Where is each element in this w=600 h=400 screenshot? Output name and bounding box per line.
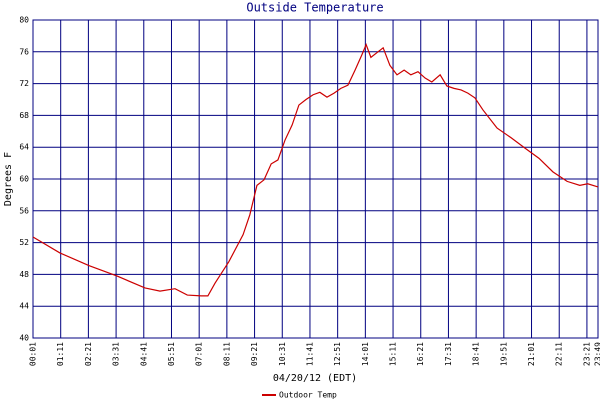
x-tick-label: 23:21 xyxy=(582,342,591,366)
data-line xyxy=(32,43,599,297)
x-tick-label: 05:51 xyxy=(167,342,176,366)
x-tick-label: 09:21 xyxy=(250,342,259,366)
x-tick-label: 18:41 xyxy=(472,342,481,366)
x-tick-label: 07:01 xyxy=(195,342,204,366)
x-tick-label: 14:01 xyxy=(361,342,370,366)
plot-frame xyxy=(32,19,599,339)
x-tick-label: 16:21 xyxy=(416,342,425,366)
x-tick-label: 03:31 xyxy=(112,342,121,366)
x-tick-label: 08:11 xyxy=(222,342,231,366)
y-tick-label: 64 xyxy=(19,143,29,152)
x-tick-label: 10:31 xyxy=(278,342,287,366)
x-tick-label: 19:51 xyxy=(499,342,508,366)
x-axis-label: 04/20/12 (EDT) xyxy=(273,373,357,384)
x-tick-label: 15:11 xyxy=(389,342,398,366)
y-tick-label: 52 xyxy=(19,238,29,247)
y-tick-label: 40 xyxy=(19,334,29,343)
x-tick-label: 21:01 xyxy=(527,342,536,366)
y-tick-label: 56 xyxy=(19,206,29,215)
x-tick-label: 01:11 xyxy=(56,342,65,366)
x-tick-label: 00:01 xyxy=(29,342,38,366)
x-tick-label: 23:49 xyxy=(594,342,600,366)
y-tick-label: 44 xyxy=(19,302,29,311)
y-axis-label: Degrees F xyxy=(3,152,14,206)
x-tick-label: 22:11 xyxy=(555,342,564,366)
y-tick-label: 80 xyxy=(19,16,29,25)
x-tick-label: 02:21 xyxy=(84,342,93,366)
y-tick-label: 48 xyxy=(19,270,29,279)
chart-title: Outside Temperature xyxy=(246,1,383,15)
y-tick-label: 72 xyxy=(19,79,29,88)
legend-label: Outdoor Temp xyxy=(279,391,337,400)
x-tick-label: 04:41 xyxy=(139,342,148,366)
x-tick-label: 12:51 xyxy=(333,342,342,366)
y-tick-label: 76 xyxy=(19,47,29,56)
x-tick-label: 17:31 xyxy=(444,342,453,366)
y-tick-label: 68 xyxy=(19,111,29,120)
y-tick-label: 60 xyxy=(19,175,29,184)
x-tick-label: 11:41 xyxy=(305,342,314,366)
